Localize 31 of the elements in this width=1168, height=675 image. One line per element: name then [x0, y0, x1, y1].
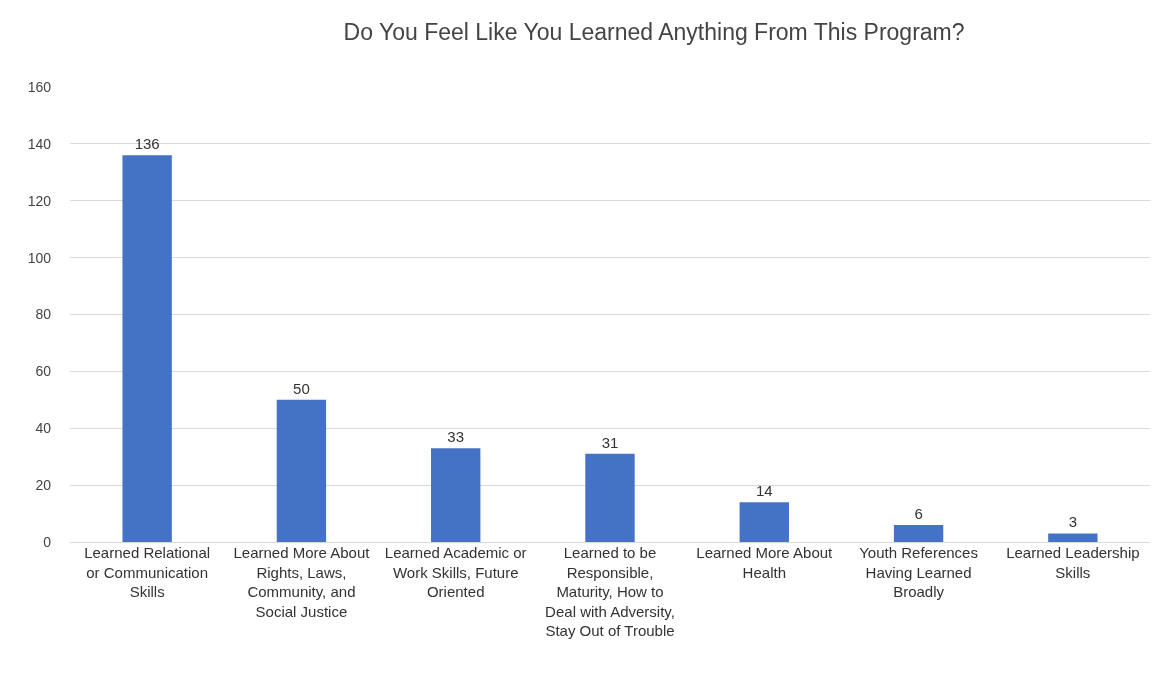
y-tick-label: 120: [27, 192, 52, 209]
y-tick-label: 0: [43, 533, 52, 550]
data-label: 136: [134, 135, 160, 153]
bar: [585, 453, 635, 542]
data-label: 33: [447, 428, 465, 446]
data-label: 31: [601, 433, 619, 451]
x-tick-label: Learned to be Responsible, Maturity, How to Deal with Adversity, Stay Out of Trouble: [545, 544, 675, 639]
bar: [739, 502, 789, 542]
bar: [431, 448, 481, 542]
y-tick-label: 40: [35, 420, 52, 437]
x-tick-label: Youth References Having Learned Broadly: [859, 544, 978, 600]
y-tick-label: 100: [27, 249, 52, 266]
x-tick-label: Learned More About Rights, Laws, Community, and Social Justice: [233, 544, 371, 620]
data-label: 3: [1068, 513, 1078, 531]
chart-title: Do You Feel Like You Learned Anything From This Program?: [343, 18, 965, 45]
x-tick-label: Learned Relational or Communication Skills: [84, 544, 211, 600]
data-label: 6: [914, 504, 923, 522]
x-tick-label: Learned Leadership Skills: [1006, 544, 1140, 581]
x-tick-label: Learned More About Health: [696, 544, 834, 581]
y-tick-label: 80: [35, 306, 52, 323]
bar: [1048, 533, 1098, 542]
bar: [276, 399, 327, 542]
data-label: 14: [755, 482, 773, 500]
y-tick-label: 140: [27, 135, 52, 152]
y-tick-label: 20: [35, 477, 52, 494]
bar: [893, 524, 944, 542]
y-tick-label: 160: [27, 78, 52, 95]
data-label: 50: [293, 379, 310, 397]
y-tick-label: 60: [35, 363, 52, 380]
x-tick-label: Learned Academic or Work Skills, Future Oriented: [384, 544, 527, 600]
bar: [122, 155, 172, 542]
